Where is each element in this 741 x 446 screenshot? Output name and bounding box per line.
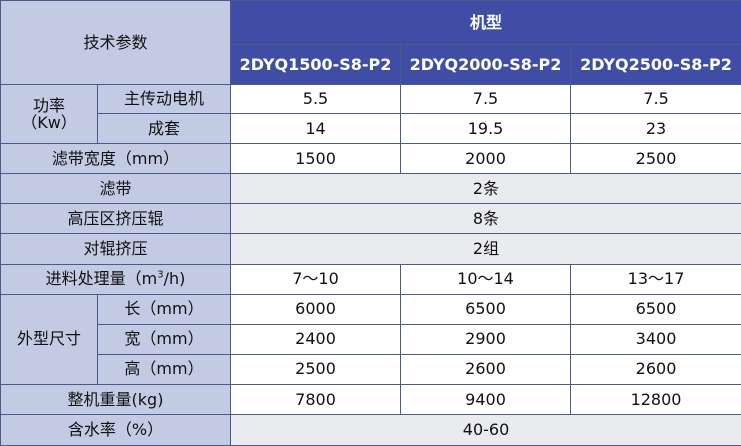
power-label-line1: 功率: [32, 95, 65, 115]
cell-value: 13～17: [570, 263, 741, 295]
model-name: 2DYQ2000-S8-P2: [400, 44, 572, 86]
cell-value: 2600: [400, 353, 572, 385]
cell-value: 23: [570, 113, 741, 145]
throughput-label-sup: 3: [157, 269, 164, 281]
cell-value: 10～14: [400, 263, 572, 295]
cell-value: 2900: [400, 323, 572, 355]
cell-value: 7.5: [400, 84, 572, 115]
cell-value: 2500: [230, 353, 402, 385]
throughput-label-prefix: 进料处理量（m: [45, 269, 158, 289]
cell-value: 12800: [570, 383, 741, 415]
model-name: 2DYQ2500-S8-P2: [570, 44, 741, 86]
cell-value: 3400: [570, 323, 741, 355]
model-header: 机型: [230, 0, 741, 46]
cell-value: 5.5: [230, 84, 402, 115]
cell-value: 2400: [230, 323, 402, 355]
model-name: 2DYQ1500-S8-P2: [230, 44, 402, 86]
cell-value: 9400: [400, 383, 572, 415]
throughput-label: 进料处理量（m3/h): [0, 263, 232, 295]
cell-value: 14: [230, 113, 402, 145]
belt-width-label: 滤带宽度（mm）: [0, 143, 232, 175]
height-label: 高（mm）: [96, 353, 232, 385]
cell-value: 6000: [230, 293, 402, 325]
cell-value: 19.5: [400, 113, 572, 145]
dimensions-label: 外型尺寸: [0, 293, 98, 385]
throughput-label-suffix: /h): [163, 269, 186, 289]
cell-value: 8条: [230, 203, 741, 235]
param-header: 技术参数: [0, 0, 232, 86]
cell-value: 40-60: [230, 413, 741, 446]
cell-value: 7～10: [230, 263, 402, 295]
cell-value: 6500: [400, 293, 572, 325]
weight-label: 整机重量(kg): [0, 383, 232, 415]
main-motor-label: 主传动电机: [96, 84, 232, 115]
cell-value: 2600: [570, 353, 741, 385]
cell-value: 2000: [400, 143, 572, 175]
cell-value: 2500: [570, 143, 741, 175]
cell-value: 7.5: [570, 84, 741, 115]
high-pressure-label: 高压区挤压辊: [0, 203, 232, 235]
cell-value: 2组: [230, 233, 741, 265]
set-label: 成套: [96, 113, 232, 145]
belt-label: 滤带: [0, 173, 232, 205]
power-label: 功率 （Kw）: [0, 84, 98, 145]
length-label: 长（mm）: [96, 293, 232, 325]
cell-value: 7800: [230, 383, 402, 415]
water-label: 含水率（%）: [0, 413, 232, 446]
cell-value: 1500: [230, 143, 402, 175]
power-label-line2: （Kw）: [21, 113, 77, 133]
cell-value: 2条: [230, 173, 741, 205]
cell-value: 6500: [570, 293, 741, 325]
pair-rollers-label: 对辊挤压: [0, 233, 232, 265]
width-label: 宽（mm）: [96, 323, 232, 355]
